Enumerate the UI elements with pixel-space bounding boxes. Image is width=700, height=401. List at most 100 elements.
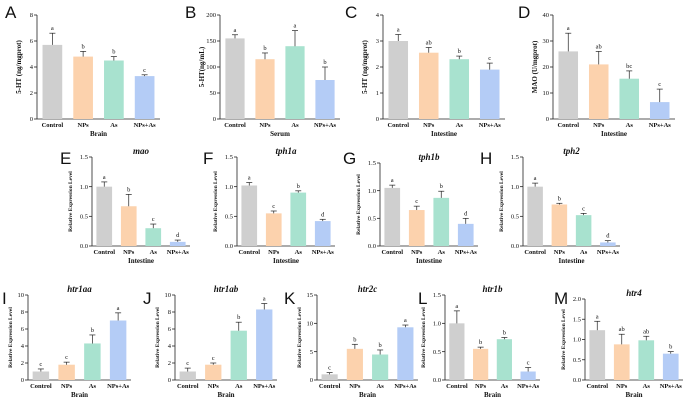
panel-l: L 0.0 0.5 1.0 1.5 Relative Expression Level ht…	[418, 284, 540, 399]
y-tick-label-i: 8	[21, 309, 24, 316]
bar-k-control	[321, 374, 338, 380]
x-tick-label-d: Control	[557, 122, 579, 129]
sig-letter-f: b	[297, 183, 300, 190]
x-tick-label-b: As	[291, 122, 299, 129]
bar-l-as	[496, 339, 512, 380]
panel-label-i: I	[2, 289, 7, 308]
x-tick-label-a: NPs	[78, 122, 90, 129]
x-tick-label-l: NPs+As	[517, 383, 540, 390]
sig-letter-f: a	[248, 175, 251, 182]
sig-letter-h: c	[582, 205, 585, 212]
x-tick-label-e: As	[150, 249, 158, 256]
y-tick-label-c: 4	[376, 12, 380, 19]
x-axis-label-d: Intestine	[601, 130, 627, 138]
x-tick-label-f: NPs	[268, 249, 280, 256]
sig-letter-b: a	[234, 27, 237, 34]
y-tick-label-g: 0.0	[368, 243, 376, 250]
chart-title-f: tph1a	[275, 146, 297, 156]
y-axis-label-f: Relative Expression Level	[213, 171, 219, 232]
bar-f-as	[290, 192, 307, 246]
sig-letter-k: b	[379, 342, 382, 349]
y-tick-label-m: 1.5	[573, 316, 581, 323]
panel-label-b: B	[185, 3, 196, 22]
panel-h: H 0.0 0.5 1.0 1.5 Relative Expression Level tp…	[480, 146, 620, 265]
sig-letter-c: c	[488, 55, 491, 62]
sig-letter-e: d	[176, 232, 180, 239]
y-tick-label-m: 1.0	[573, 337, 581, 344]
y-axis-label-m: Relative Expression Level	[561, 309, 567, 370]
sig-letter-j: b	[237, 314, 240, 321]
bar-c-nps-as	[479, 69, 500, 119]
sig-letter-m: ab	[643, 328, 649, 335]
x-tick-label-h: Control	[524, 249, 546, 256]
y-tick-label-e: 1.0	[80, 184, 88, 191]
sig-letter-m: b	[669, 344, 672, 351]
y-tick-label-f: 0.0	[225, 243, 233, 250]
bar-l-nps-as	[520, 371, 536, 380]
x-tick-label-c: Control	[387, 122, 409, 129]
x-axis-label-e: Intestine	[128, 257, 154, 265]
sig-letter-c: a	[397, 27, 400, 34]
x-tick-label-b: NPs+As	[314, 122, 337, 129]
x-tick-label-m: NPs+As	[660, 383, 683, 390]
chart-title-h: tph2	[563, 146, 580, 156]
y-tick-label-d: 30	[543, 38, 550, 45]
x-tick-label-d: NPs+As	[649, 122, 672, 129]
y-tick-label-h: 0.0	[511, 243, 519, 250]
sig-letter-h: d	[606, 233, 610, 240]
y-tick-label-b: 100	[206, 64, 216, 71]
y-tick-label-c: 1	[376, 90, 379, 97]
panel-m: M 0.0 0.5 1.0 1.5 2.0 Relative Expression Leve…	[554, 288, 683, 399]
sig-letter-i: a	[117, 305, 120, 312]
sig-letter-c: ab	[426, 40, 432, 47]
x-axis-label-k: Brain	[359, 391, 376, 399]
chart-title-m: htr4	[626, 288, 642, 298]
sig-letter-h: a	[534, 175, 537, 182]
panel-c: C 0 1 2 3 4 5-HT (ng/mgprot) a Control ab NPs b As c N…	[345, 3, 505, 138]
bar-g-control	[384, 187, 401, 246]
y-tick-label-i: 0	[21, 377, 24, 384]
bar-d-control	[558, 51, 579, 119]
bar-k-nps	[346, 348, 363, 380]
bar-d-as	[619, 78, 640, 119]
panel-label-f: F	[203, 149, 213, 168]
y-tick-label-a: 4	[30, 64, 34, 71]
y-tick-label-l: 0.0	[433, 377, 441, 384]
y-tick-label-i: 10	[18, 292, 25, 299]
y-tick-label-j: 0	[168, 377, 171, 384]
sig-letter-e: a	[103, 174, 106, 181]
y-axis-label-c: 5-HT (ng/mgprot)	[361, 40, 369, 94]
bar-d-nps-as	[649, 102, 670, 119]
y-tick-label-l: 0.5	[433, 349, 441, 356]
x-axis-label-a: Brain	[90, 130, 107, 138]
x-tick-label-g: NPs+As	[455, 249, 478, 256]
bar-j-control	[179, 371, 196, 380]
bar-k-as	[372, 354, 389, 380]
x-axis-label-g: Intestine	[416, 257, 442, 265]
bar-b-as	[285, 46, 305, 120]
x-tick-label-m: Control	[586, 383, 608, 390]
y-tick-label-a: 6	[30, 38, 34, 45]
y-tick-label-d: 20	[543, 64, 550, 71]
y-tick-label-i: 4	[21, 343, 25, 350]
y-tick-label-j: 2	[168, 360, 171, 367]
x-tick-label-i: NPs	[61, 383, 73, 390]
y-axis-label-a: 5-HT (ng/mgprot)	[15, 40, 23, 94]
sig-letter-a: b	[82, 43, 85, 50]
y-tick-label-f: 1.0	[225, 184, 233, 191]
bar-j-as	[230, 330, 247, 380]
x-tick-label-a: NPs+As	[134, 122, 157, 129]
x-tick-label-h: NPs+As	[597, 249, 620, 256]
y-tick-label-m: 2.0	[573, 296, 581, 303]
bar-a-nps-as	[134, 76, 155, 119]
bar-m-as	[638, 340, 655, 380]
bar-e-nps-as	[169, 241, 186, 246]
y-tick-label-d: 40	[543, 12, 550, 19]
x-tick-label-d: NPs	[593, 122, 605, 129]
sig-letter-l: c	[527, 360, 530, 367]
panel-label-m: M	[554, 289, 568, 308]
sig-letter-d: bc	[626, 63, 632, 70]
x-tick-label-c: NPs	[423, 122, 435, 129]
x-tick-label-j: NPs	[208, 383, 220, 390]
y-axis-label-b: 5-HT(ng/mL)	[198, 46, 206, 87]
